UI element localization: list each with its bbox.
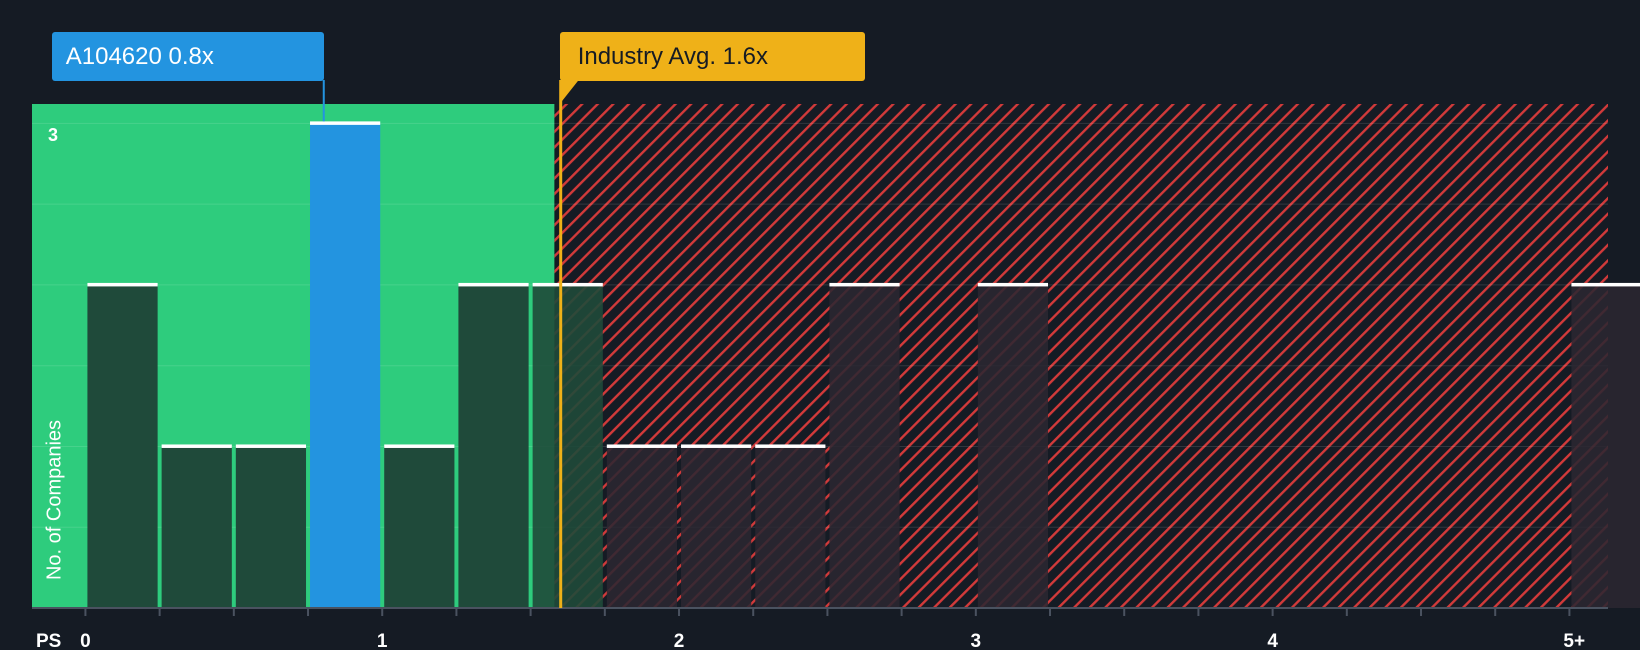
bar-cap [681,444,752,448]
company-bar [310,123,381,608]
y-tick-label: 3 [48,125,59,145]
x-tick-label: 5+ [1563,631,1585,650]
markers [322,80,579,608]
histogram-bar [235,446,307,608]
x-tick-label: 4 [1267,631,1278,650]
bar-cap [235,444,307,448]
bar-cap [606,444,678,448]
company-callout: A104620 0.8x [51,32,324,81]
industry-avg-callout: Industry Avg. 1.6x [559,32,865,81]
histogram-bar [532,284,603,608]
histogram-bar [829,284,900,608]
bar-cap [384,444,455,448]
bars [87,121,1640,608]
histogram-bar [384,446,455,608]
histogram-bar [161,446,232,608]
histogram-bar [681,446,752,608]
bar-cap [532,282,603,287]
histogram-bar [458,284,529,608]
histogram-bar [977,284,1049,608]
histogram-bar [87,284,158,608]
x-axis-title: PS [36,631,61,650]
x-tick-label: 0 [80,631,91,650]
bar-cap [755,444,826,448]
bar-cap [977,282,1049,287]
bar-cap [310,121,381,125]
bar-cap [1571,282,1640,287]
bar-cap [161,444,232,448]
histogram-bar [1571,284,1640,608]
bar-cap [458,282,529,287]
industry-callout-pointer [559,80,579,104]
x-tick-label: 1 [377,631,388,650]
x-axis: PS 0 1 2 3 4 5+ [32,607,1608,650]
y-axis-label: No. of Companies [43,419,66,581]
bar-cap [87,282,158,287]
histogram-bar [755,446,826,608]
x-tick-label: 2 [674,631,685,650]
bar-cap [829,282,900,287]
x-tick-label: 3 [971,631,982,650]
histogram-bar [606,446,678,608]
